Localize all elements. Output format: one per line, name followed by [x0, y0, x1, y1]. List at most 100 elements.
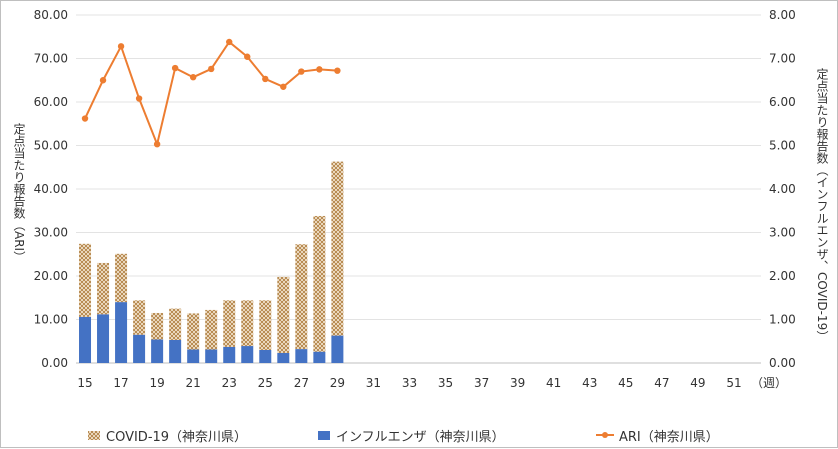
bar-covid	[223, 300, 236, 347]
right-tick-label: 0.00	[769, 356, 796, 370]
ari-point	[153, 140, 161, 148]
bar-covid	[187, 313, 200, 350]
right-tick-label: 8.00	[769, 8, 796, 22]
x-axis-unit: （週）	[751, 376, 787, 390]
bar-covid	[133, 300, 146, 335]
right-tick-label: 7.00	[769, 52, 796, 66]
bar-influenza	[151, 339, 164, 363]
x-tick-label: 45	[618, 376, 633, 390]
bar-influenza	[277, 352, 290, 363]
bar-covid	[205, 309, 218, 350]
x-tick-label: 17	[113, 376, 128, 390]
x-tick-label: 51	[726, 376, 741, 390]
right-axis-label: 定点当たり報告数（インフルエンザ、COVID-19）	[815, 67, 829, 343]
bar-influenza	[205, 349, 218, 363]
ari-point	[334, 67, 341, 74]
ari-point	[99, 77, 107, 84]
x-tick-label: 15	[77, 376, 92, 390]
legend-label-influenza: インフルエンザ（神奈川県）	[336, 430, 505, 445]
bar-influenza	[331, 335, 344, 363]
x-tick-label: 33	[402, 376, 417, 390]
legend-item-covid: COVID-19（神奈川県）	[88, 430, 247, 445]
bar-influenza	[241, 346, 254, 363]
x-tick-label: 47	[654, 376, 669, 390]
right-tick-label: 2.00	[769, 269, 796, 283]
bar-influenza	[313, 351, 326, 363]
bar-influenza	[295, 349, 308, 363]
ari-point	[280, 83, 287, 90]
x-tick-label: 27	[294, 376, 309, 390]
legend: COVID-19（神奈川県） インフルエンザ（神奈川県） ARI（神奈川県）	[88, 430, 719, 445]
bar-covid	[313, 215, 326, 352]
x-tick-label: 19	[149, 376, 164, 390]
right-tick-label: 5.00	[769, 139, 796, 153]
ari-point	[226, 38, 233, 46]
x-tick-label: 49	[690, 376, 705, 390]
bar-covid	[97, 262, 110, 315]
left-tick-label: 30.00	[34, 226, 68, 240]
ari-series-line	[84, 40, 338, 148]
bar-covid	[169, 308, 182, 340]
right-tick-label: 3.00	[769, 226, 796, 240]
left-axis-label: 定点当たり報告数（ARI）	[12, 122, 26, 264]
left-tick-label: 40.00	[34, 182, 68, 196]
x-tick-label: 25	[258, 376, 273, 390]
ari-point	[262, 75, 269, 83]
bar-covid	[151, 312, 164, 340]
bar-covid	[259, 300, 272, 350]
bar-influenza	[187, 349, 200, 363]
left-tick-label: 80.00	[34, 8, 68, 22]
left-tick-label: 10.00	[34, 313, 68, 327]
legend-item-influenza: インフルエンザ（神奈川県）	[318, 430, 505, 445]
ari-point	[207, 65, 215, 73]
ari-point	[117, 43, 125, 50]
bar-covid	[79, 243, 92, 317]
legend-swatch-covid	[88, 431, 100, 440]
x-tick-label: 21	[186, 376, 201, 390]
legend-item-ari: ARI（神奈川県）	[596, 430, 719, 445]
x-tick-label: 35	[438, 376, 453, 390]
right-tick-label: 4.00	[769, 182, 796, 196]
x-tick-label: 29	[330, 376, 345, 390]
x-axis-ticks: 15 17 19 21 23 25 27 29 31 33 35 37 39 41 43 45 47 49 51 （週…	[77, 376, 787, 390]
left-tick-label: 60.00	[34, 95, 68, 109]
bar-influenza	[169, 339, 182, 363]
bar-covid	[241, 300, 254, 347]
x-tick-label: 37	[474, 376, 489, 390]
ari-point	[135, 95, 143, 102]
bar-influenza	[133, 334, 146, 363]
bar-covid	[115, 253, 128, 303]
left-tick-label: 20.00	[34, 269, 68, 283]
ari-point	[298, 68, 305, 75]
bar-covid	[295, 244, 308, 350]
bar-influenza	[223, 346, 236, 363]
bar-influenza	[97, 314, 110, 363]
x-tick-label: 41	[546, 376, 561, 390]
ari-line	[81, 38, 341, 148]
x-tick-label: 39	[510, 376, 525, 390]
left-tick-label: 0.00	[41, 356, 68, 370]
bar-influenza	[79, 316, 92, 363]
left-tick-label: 50.00	[34, 139, 68, 153]
ari-point	[171, 64, 179, 72]
right-axis-ticks: 0.00 1.00 2.00 3.00 4.00 5.00 6.00 7.00 8.00	[769, 8, 796, 370]
left-tick-label: 70.00	[34, 52, 68, 66]
bars	[79, 161, 344, 363]
right-tick-label: 1.00	[769, 313, 796, 327]
x-tick-label: 31	[366, 376, 381, 390]
legend-label-covid: COVID-19（神奈川県）	[106, 430, 247, 445]
legend-label-ari: ARI（神奈川県）	[619, 430, 719, 445]
x-tick-label: 23	[222, 376, 237, 390]
legend-swatch-influenza	[318, 431, 330, 440]
bar-influenza	[115, 302, 128, 363]
bar-covid	[331, 161, 344, 336]
ari-point	[81, 115, 89, 122]
legend-swatch-ari-marker	[602, 432, 608, 438]
ari-point	[244, 53, 251, 60]
ari-point	[316, 66, 323, 73]
bar-influenza	[259, 349, 272, 363]
bar-covid	[277, 276, 290, 353]
left-axis-ticks: 0.00 10.00 20.00 30.00 40.00 50.00 60.00 70.00 8…	[34, 8, 68, 370]
